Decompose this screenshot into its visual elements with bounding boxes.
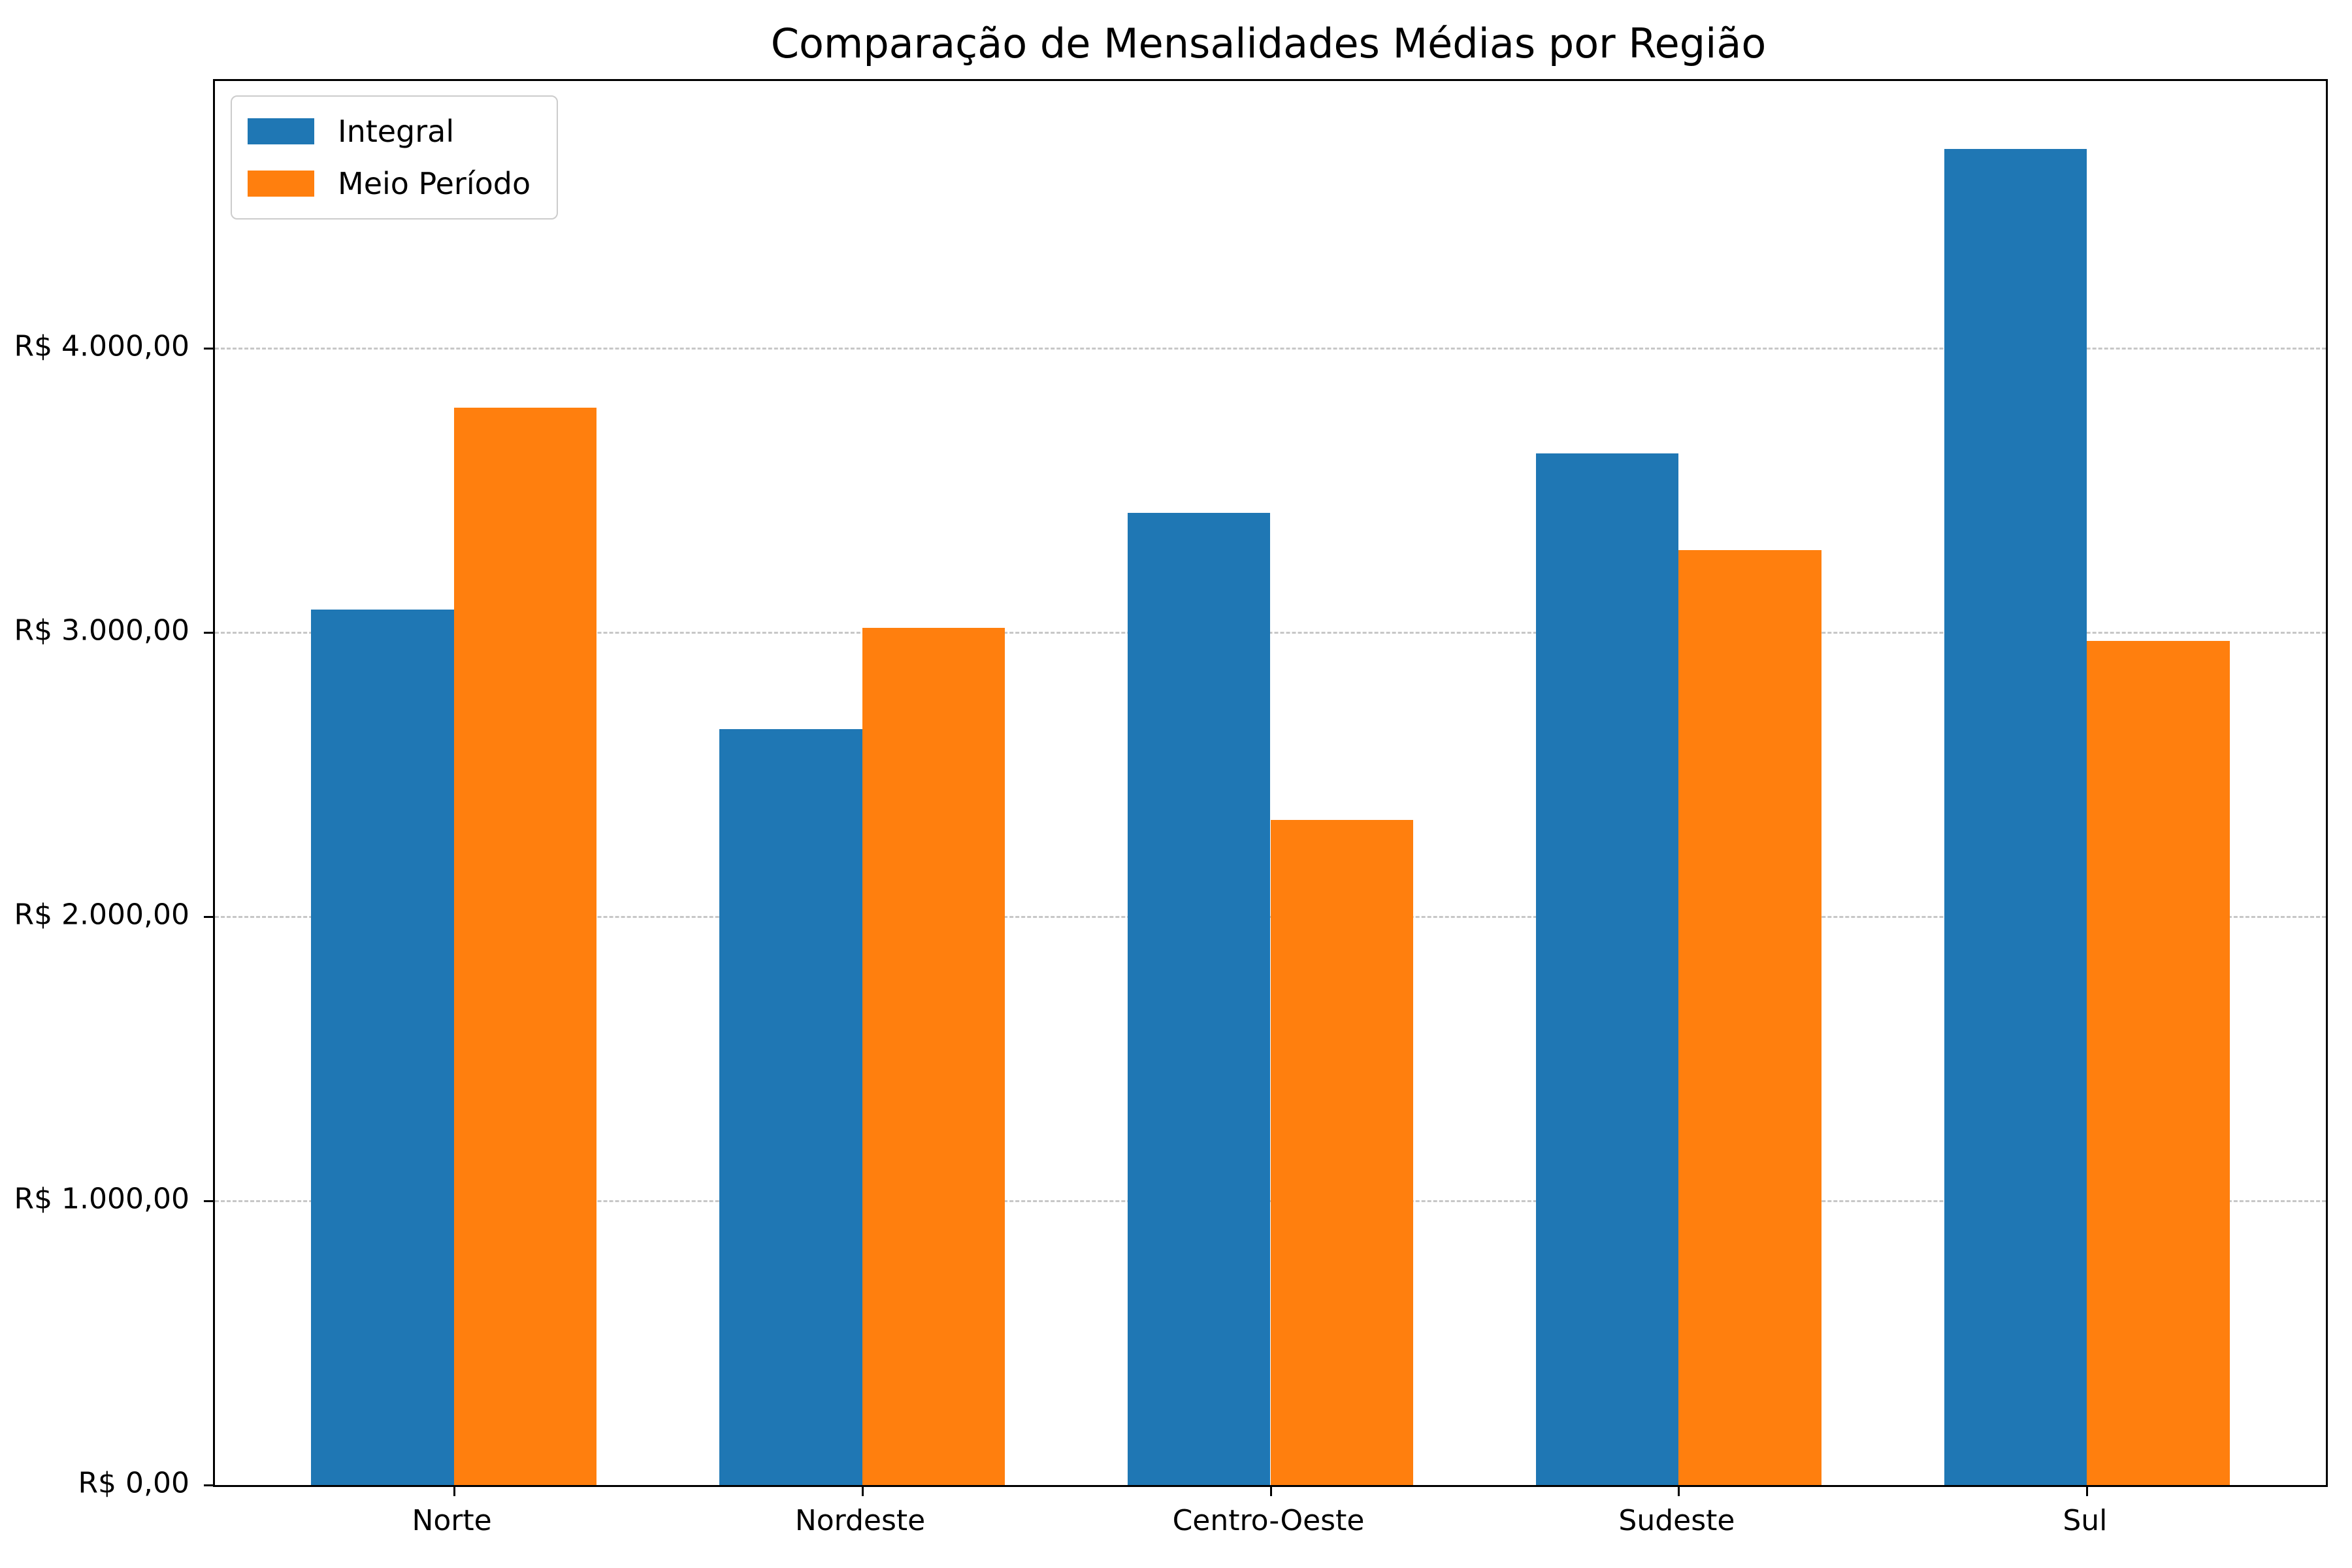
y-tick-mark bbox=[204, 915, 213, 918]
y-axis-tick-label: R$ 1.000,00 bbox=[14, 1182, 190, 1216]
x-axis-tick-label-norte: Norte bbox=[412, 1504, 492, 1537]
legend-item-integral: Integral bbox=[248, 114, 531, 149]
bar-integral-sul bbox=[1944, 149, 2087, 1485]
x-tick-mark bbox=[1678, 1487, 1680, 1496]
bar-meio-período-nordeste bbox=[862, 628, 1005, 1485]
x-tick-mark bbox=[453, 1487, 455, 1496]
x-tick-mark bbox=[2086, 1487, 2089, 1496]
x-axis-tick-label-centro-oeste: Centro-Oeste bbox=[1172, 1504, 1365, 1537]
y-tick-mark bbox=[204, 347, 213, 350]
bar-meio-período-norte bbox=[453, 408, 597, 1485]
bar-integral-nordeste bbox=[719, 728, 862, 1485]
y-tick-mark bbox=[204, 1200, 213, 1202]
bar-meio-período-sudeste bbox=[1678, 549, 1822, 1485]
y-axis-tick-label: R$ 2.000,00 bbox=[14, 898, 190, 932]
bar-integral-sudeste bbox=[1535, 453, 1679, 1485]
chart-title: Comparação de Mensalidades Médias por Re… bbox=[770, 20, 1767, 67]
legend-label-meio-periodo: Meio Período bbox=[338, 166, 531, 201]
y-axis-tick-label: R$ 0,00 bbox=[78, 1466, 189, 1500]
gridline-3000 bbox=[215, 631, 2326, 634]
y-tick-mark bbox=[204, 1484, 213, 1486]
x-tick-mark bbox=[861, 1487, 864, 1496]
gridline-4000 bbox=[215, 347, 2326, 350]
x-axis-tick-label-sudeste: Sudeste bbox=[1618, 1504, 1735, 1537]
bar-meio-período-centro-oeste bbox=[1270, 820, 1414, 1485]
x-axis-tick-label-sul: Sul bbox=[2063, 1504, 2108, 1537]
bar-integral-centro-oeste bbox=[1127, 513, 1271, 1485]
y-axis-tick-label: R$ 4.000,00 bbox=[14, 329, 190, 363]
y-tick-mark bbox=[204, 631, 213, 634]
legend-item-meio-periodo: Meio Período bbox=[248, 166, 531, 201]
legend-swatch-integral-icon bbox=[248, 118, 314, 144]
legend-label-integral: Integral bbox=[338, 114, 455, 149]
x-tick-mark bbox=[1269, 1487, 1272, 1496]
bar-integral-norte bbox=[310, 610, 454, 1485]
plot-area bbox=[204, 79, 2328, 1496]
y-axis-tick-label: R$ 3.000,00 bbox=[14, 613, 190, 647]
legend: Integral Meio Período bbox=[231, 95, 559, 220]
bar-meio-período-sul bbox=[2087, 640, 2230, 1485]
legend-swatch-meio-periodo-icon bbox=[248, 171, 314, 197]
x-axis-tick-label-nordeste: Nordeste bbox=[794, 1504, 926, 1537]
